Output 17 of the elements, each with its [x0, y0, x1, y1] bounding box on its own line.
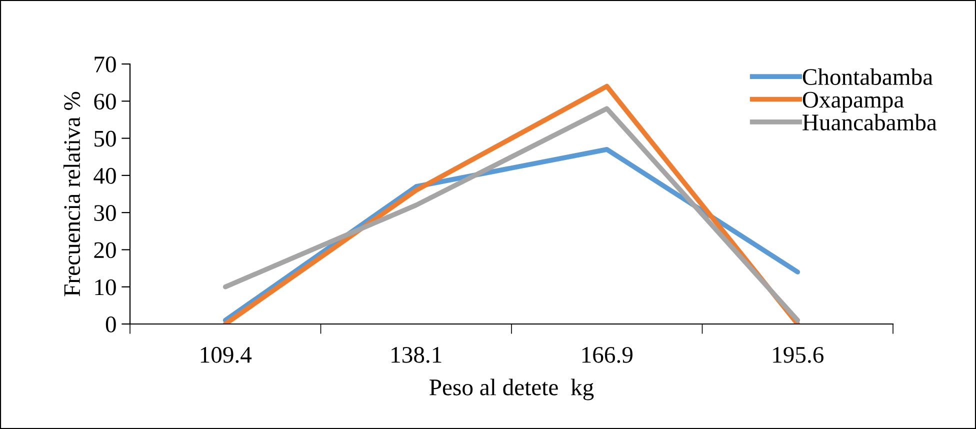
y-axis-title: Frecuencia relativa % — [63, 92, 80, 296]
x-tick-label: 195.6 — [773, 346, 824, 363]
legend-label: Chontabamba — [802, 68, 933, 86]
y-tick-label: 40 — [94, 168, 116, 184]
legend-label: Huancabamba — [802, 114, 937, 130]
x-tick-label: 166.9 — [582, 346, 632, 363]
y-tick-label: 50 — [94, 130, 116, 147]
x-tick-label: 138.1 — [392, 346, 442, 363]
y-tick-label: 30 — [94, 205, 116, 221]
x-axis-title: Peso al detete kg — [430, 378, 594, 400]
y-tick-label: 60 — [94, 94, 116, 110]
y-tick-label: 0 — [106, 316, 116, 332]
legend-label: Oxapampa — [802, 92, 904, 113]
y-tick-label: 10 — [95, 279, 116, 296]
y-tick-label: 20 — [94, 242, 116, 258]
x-tick-label: 109.4 — [200, 346, 252, 363]
y-tick-label: 70 — [94, 56, 116, 72]
